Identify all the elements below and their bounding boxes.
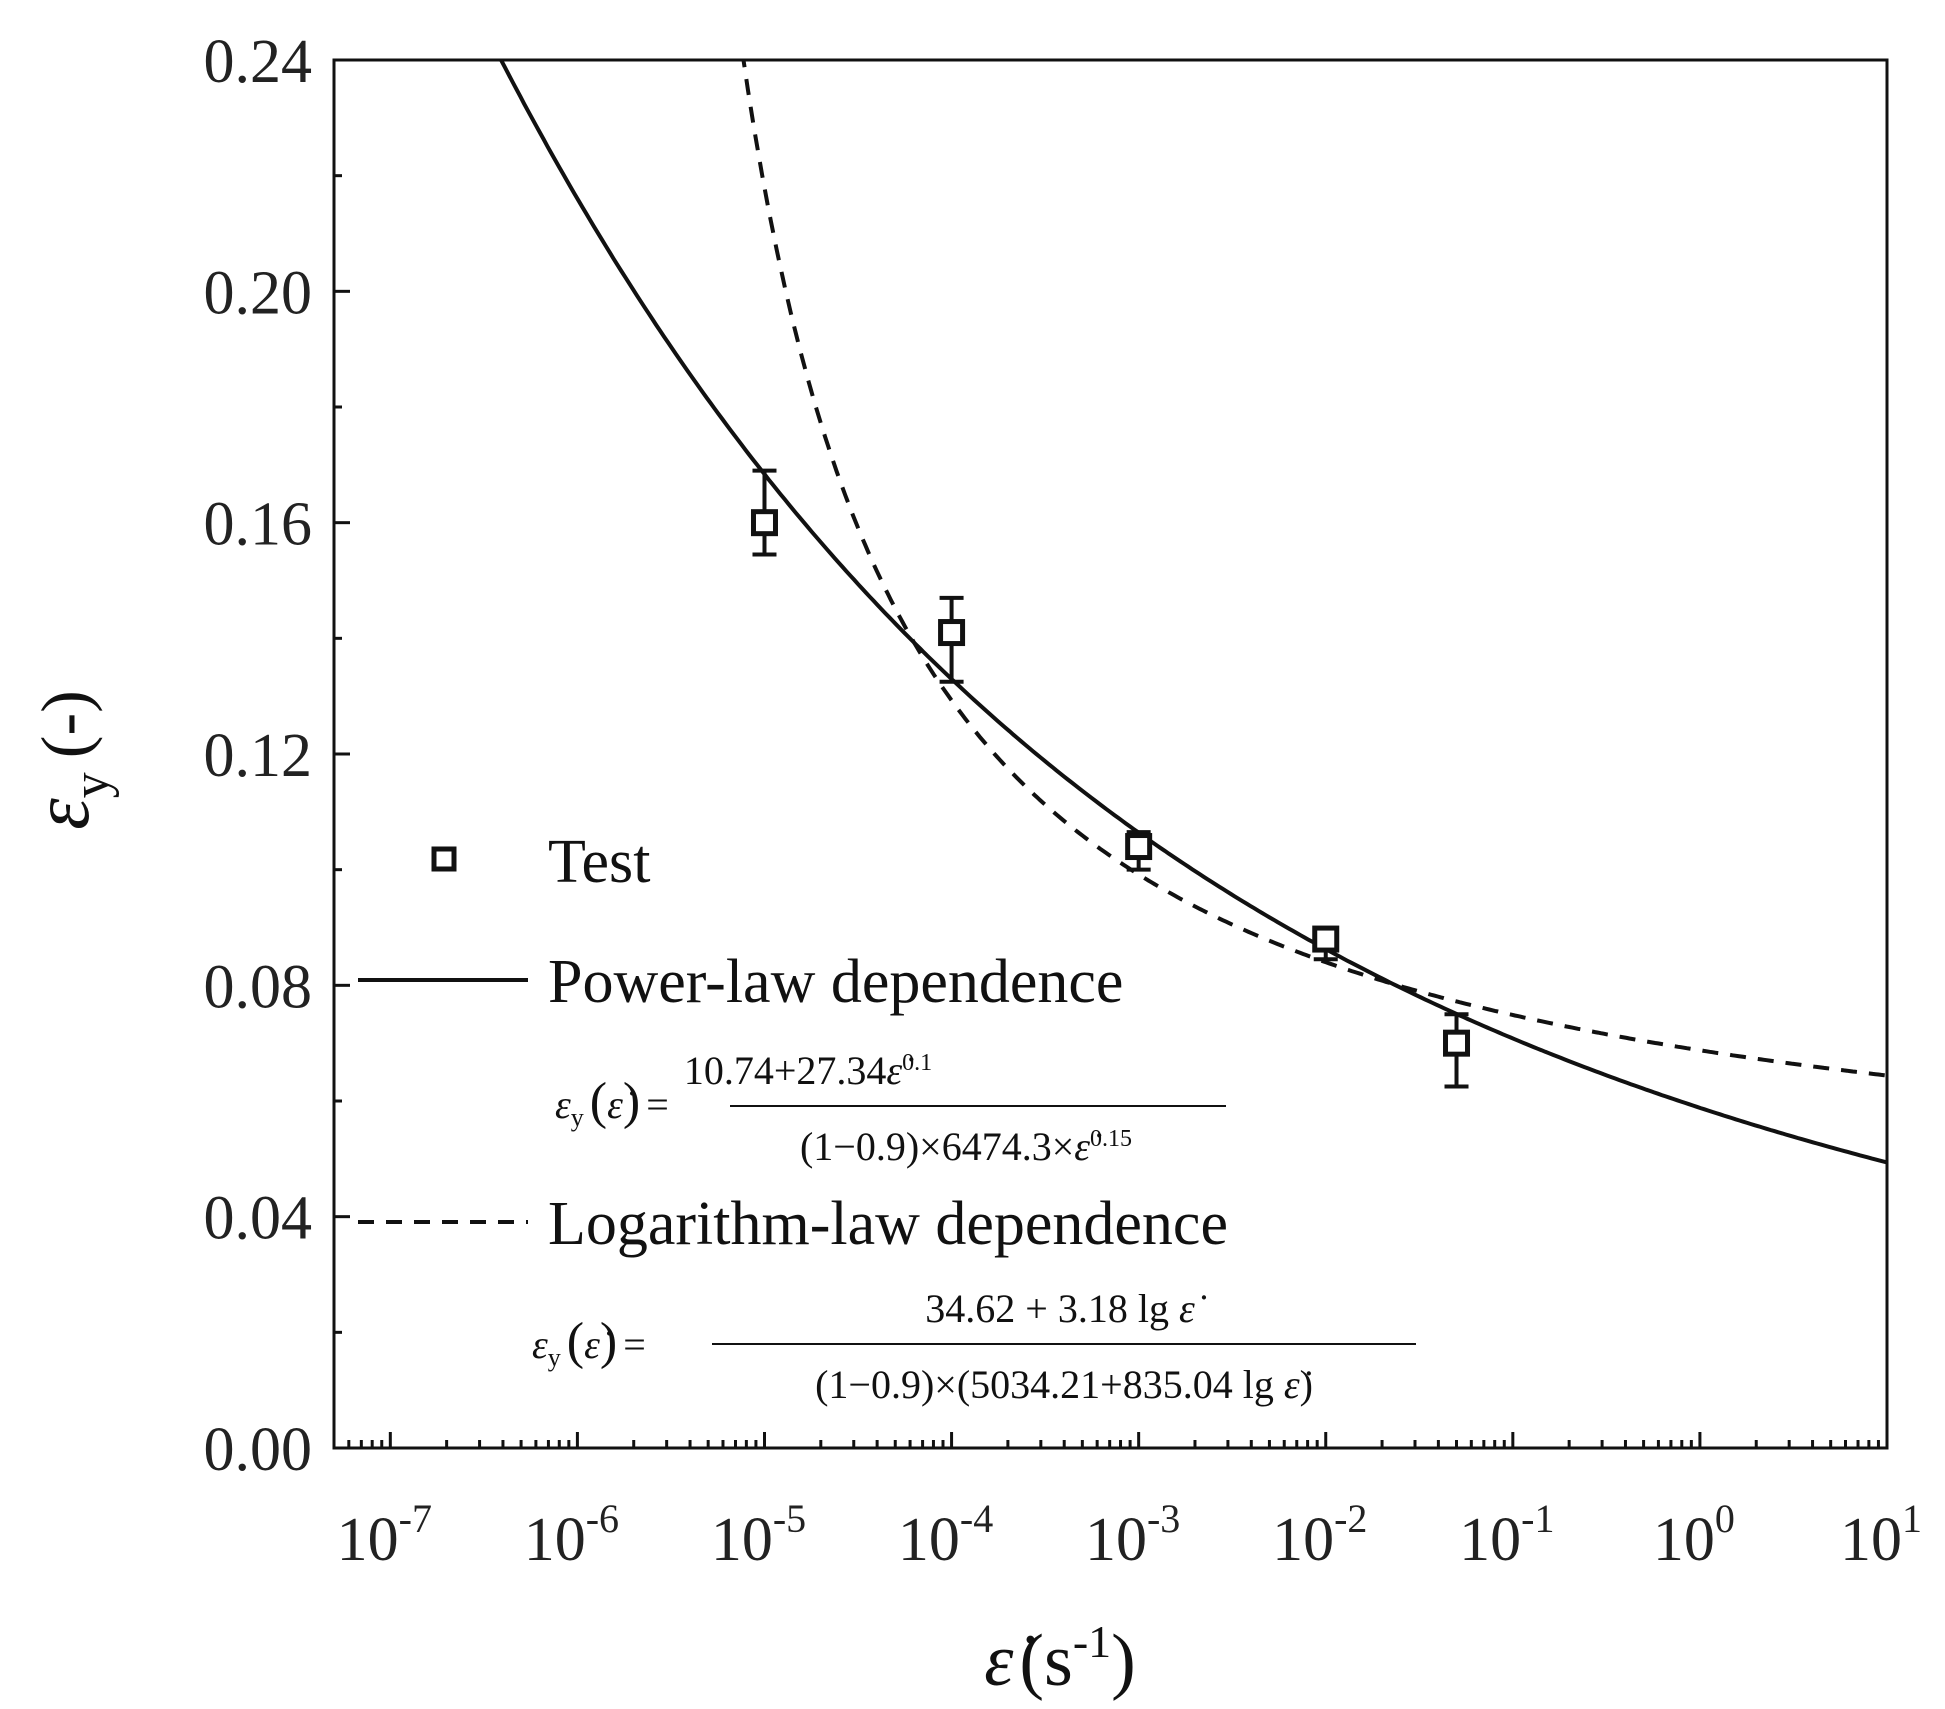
x-tick-label-exp: -5: [773, 1496, 806, 1541]
eq-log-den: (1−0.9)×(5034.21+835.04 lg: [815, 1362, 1284, 1407]
x-axis-title-unit: (s: [1019, 1620, 1072, 1702]
eq-power-lhs-symbol: ε: [555, 1082, 571, 1127]
x-tick-label-base: 10: [337, 1506, 399, 1574]
x-axis-title-unit-close: ): [1111, 1620, 1136, 1702]
x-tick-label: 10-2: [1272, 1496, 1367, 1574]
svg-text:εy(ε̇)=: εy (ε̇) =: [532, 1313, 646, 1372]
y-tick-label: 0.04: [204, 1185, 313, 1253]
eq-log-num: 34.62 + 3.18 lg: [925, 1286, 1179, 1331]
svg-text:εy(ε̇)=: εy (ε̇) =: [555, 1073, 669, 1132]
x-axis-title-unit-exp: -1: [1073, 1616, 1111, 1667]
power-law-curve: [498, 60, 1887, 1165]
x-tick-label-exp: -2: [1334, 1496, 1367, 1541]
svg-text:(1−0.9)×(5034.21+835.04 lg ε̇): (1−0.9)×(5034.21+835.04 lg ε̇): [815, 1362, 1313, 1407]
y-tick-label: 0.08: [204, 953, 313, 1021]
y-tick-label: 0.20: [204, 259, 313, 327]
x-tick-label-base: 10: [898, 1506, 960, 1574]
x-tick-label: 10-6: [524, 1496, 619, 1574]
x-tick-label-exp: 0: [1715, 1496, 1735, 1541]
test-point: [750, 509, 778, 537]
svg-text:εy(-): εy (-): [18, 690, 120, 829]
y-tick-label: 0.16: [204, 491, 313, 559]
legend-label-test: Test: [548, 828, 650, 896]
x-axis-title: ε̇(s-1): [984, 1616, 1136, 1702]
x-tick-label: 10-5: [711, 1496, 806, 1574]
x-tick-label-base: 10: [1840, 1506, 1902, 1574]
test-point: [938, 619, 966, 647]
x-tick-label-exp: -7: [399, 1496, 432, 1541]
x-tick-label-exp: -1: [1521, 1496, 1554, 1541]
test-point: [1125, 833, 1153, 861]
y-tick-label: 0.24: [204, 28, 313, 96]
x-tick-label: 100: [1653, 1496, 1735, 1574]
x-tick-label: 10-1: [1459, 1496, 1554, 1574]
logarithm-law-curve: [741, 60, 1887, 1078]
y-tick-label: 0.12: [204, 722, 313, 790]
legend: Test Power-law dependence Logarithm-law …: [358, 828, 1228, 1258]
x-tick-label: 101: [1840, 1496, 1922, 1574]
x-tick-label-base: 10: [1085, 1506, 1147, 1574]
eq-log-num-var: ε̇: [1179, 1286, 1207, 1331]
x-tick-label: 10-4: [898, 1496, 993, 1574]
x-tick-label: 10-7: [337, 1496, 432, 1574]
x-tick-label-base: 10: [711, 1506, 773, 1574]
x-tick-label-exp: -3: [1147, 1496, 1180, 1541]
x-tick-label-base: 10: [524, 1506, 586, 1574]
x-tick-label-base: 10: [1272, 1506, 1334, 1574]
legend-marker-test: [431, 846, 457, 872]
eq-log-lhs-symbol: ε: [532, 1322, 548, 1367]
y-axis-title-symbol: ε: [18, 798, 106, 830]
y-axis-title: εy (-): [18, 690, 120, 829]
x-axis: 10-7 10-6 10-5 10-4 10-3 10-2 10-1 100 101: [332, 1432, 1922, 1574]
x-tick-label-exp: 1: [1902, 1496, 1922, 1541]
svg-text:10.74+27.34ε̇0.1: 10.74+27.34ε̇0.1: [684, 1048, 932, 1093]
x-tick-label-base: 10: [1459, 1506, 1521, 1574]
eq-power-den: (1−0.9)×6474.3×: [800, 1124, 1074, 1169]
series-layer: [498, 60, 1887, 1165]
equation-log: εy (ε̇) = 34.62 + 3.18 lg ε̇ (1−0.9)×(5034…: [532, 1286, 1416, 1407]
eq-power-num-exp: 0.1: [902, 1050, 932, 1076]
eq-power-num: 10.74+27.34: [684, 1048, 887, 1093]
x-tick-label-exp: -6: [586, 1496, 619, 1541]
svg-text:34.62 + 3.18 lg ε̇: 34.62 + 3.18 lg ε̇: [925, 1286, 1206, 1331]
x-tick-label-exp: -4: [960, 1496, 993, 1541]
legend-label-log: Logarithm-law dependence: [548, 1190, 1228, 1258]
x-tick-label-base: 10: [1653, 1506, 1715, 1574]
y-axis-title-sub: y: [63, 772, 120, 798]
equation-power: εy (ε̇) = 10.74+27.34ε̇0.1 (1−0.9)×6474.3×…: [555, 1048, 1226, 1169]
eq-log-lhs-sub: y: [548, 1343, 561, 1372]
test-point: [1312, 925, 1340, 953]
eq-log-den-close: ): [1300, 1362, 1313, 1407]
eq-power-den-exp: 0.15: [1090, 1126, 1132, 1152]
test-point: [1443, 1029, 1471, 1057]
eq-power-lhs-sub: y: [571, 1103, 584, 1132]
svg-text:(1−0.9)×6474.3×ε̇0.15: (1−0.9)×6474.3×ε̇0.15: [800, 1124, 1132, 1169]
y-tick-label: 0.00: [204, 1416, 313, 1484]
x-tick-label: 10-3: [1085, 1496, 1180, 1574]
y-axis: 0.00 0.04 0.08 0.12 0.16 0.20 0.24: [204, 28, 350, 1484]
legend-label-power: Power-law dependence: [548, 948, 1123, 1016]
y-axis-title-unit: (-): [27, 690, 103, 758]
